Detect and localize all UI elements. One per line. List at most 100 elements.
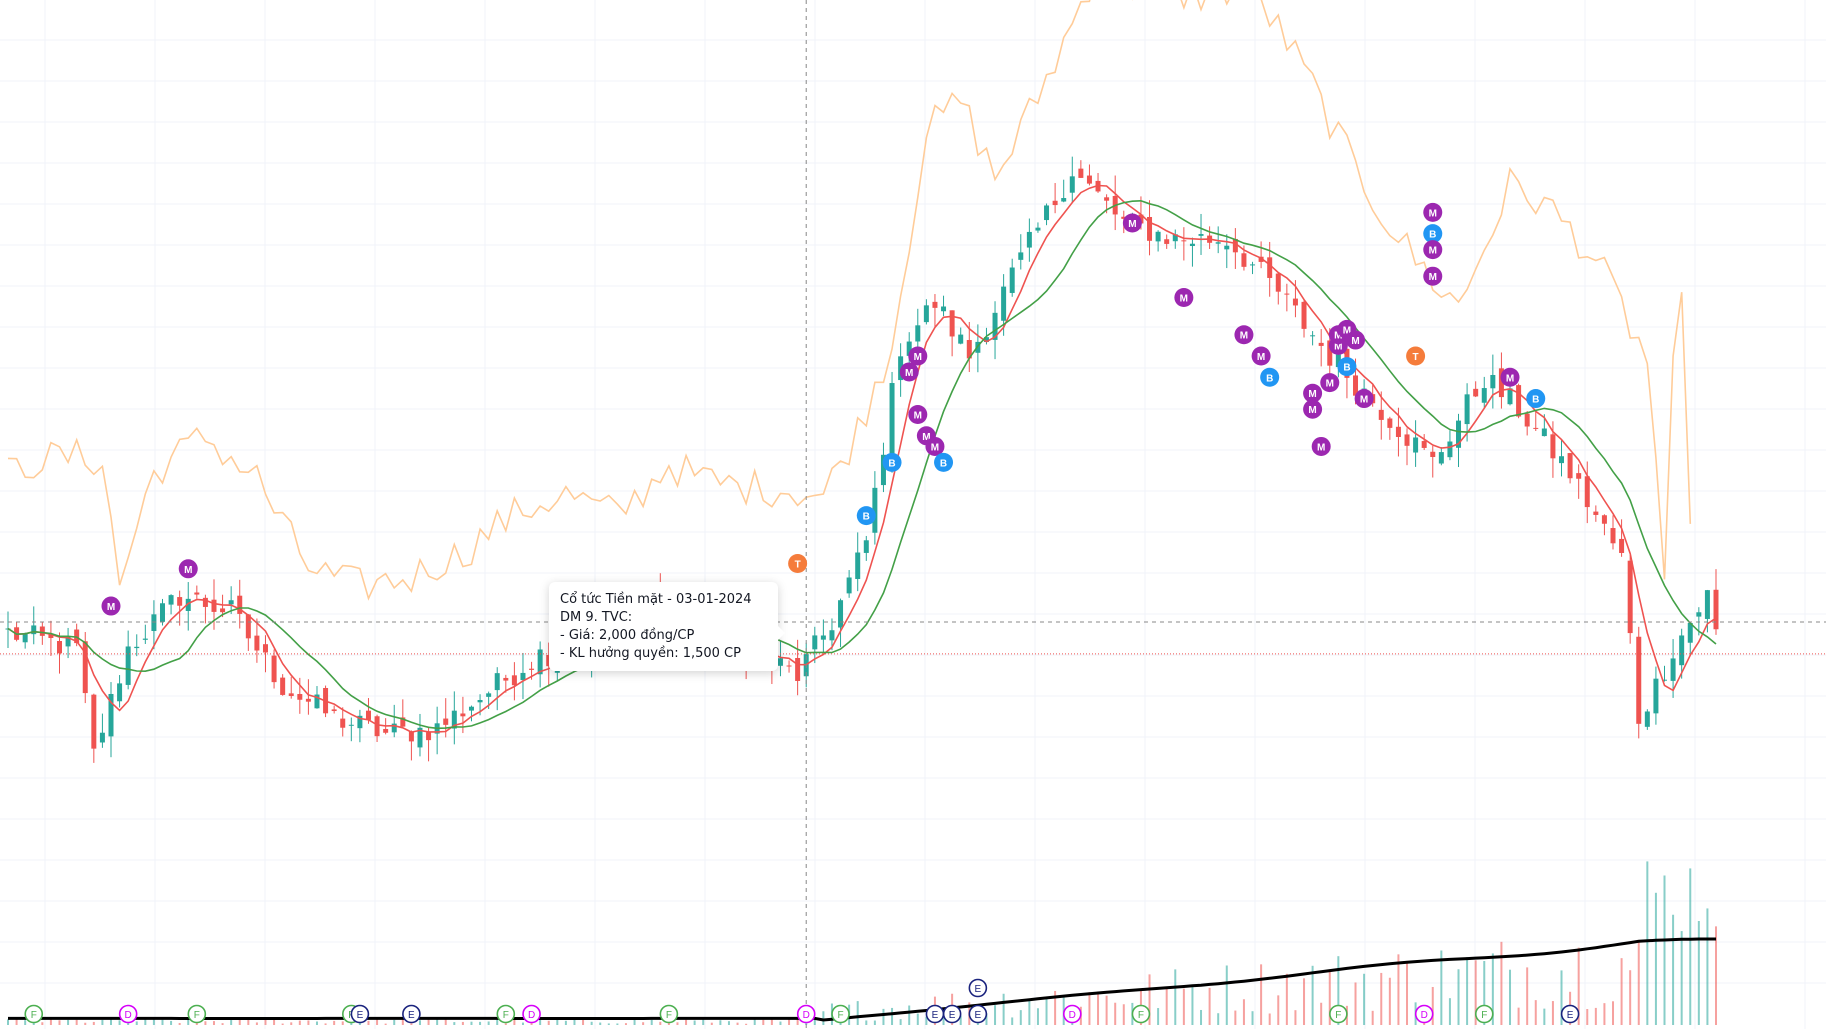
candle-body xyxy=(1121,216,1127,219)
candle-body xyxy=(408,731,414,742)
volume-bar xyxy=(238,1018,241,1025)
candle-body xyxy=(1181,240,1187,242)
candle-body xyxy=(297,693,303,700)
candle-body xyxy=(1250,264,1256,266)
volume-bar xyxy=(1097,991,1100,1025)
volume-bar xyxy=(470,1021,473,1025)
candle-body xyxy=(1430,451,1436,458)
marker-circle xyxy=(925,436,945,456)
candle-body xyxy=(1438,452,1444,464)
volume-bar xyxy=(212,1021,215,1025)
tooltip-line-3: - KL hưởng quyền: 1,500 CP xyxy=(560,646,741,661)
volume-bar xyxy=(607,1023,610,1025)
candle-body xyxy=(400,717,406,727)
volume-bar xyxy=(685,1019,688,1025)
volume-bar xyxy=(1577,947,1580,1025)
event-badge-D: D xyxy=(796,1004,816,1024)
candle-body xyxy=(262,644,268,653)
volume-bar xyxy=(15,1018,18,1025)
volume-bar xyxy=(856,1001,859,1025)
event-badge-E: E xyxy=(968,978,988,998)
marker-circle xyxy=(1303,383,1323,403)
signal-marker-M: M xyxy=(899,362,919,382)
volume-bar xyxy=(1114,1002,1117,1025)
marker-label: M xyxy=(1240,331,1248,342)
candle-body xyxy=(1713,589,1719,630)
candle-body xyxy=(1001,286,1007,321)
event-badge-E: E xyxy=(1560,1004,1580,1024)
volume-bar xyxy=(273,1019,276,1025)
event-label: F xyxy=(1481,1010,1487,1021)
signal-marker-T: T xyxy=(1406,346,1426,366)
marker-circle xyxy=(908,346,928,366)
candle-body xyxy=(1353,375,1359,396)
marker-circle xyxy=(1174,287,1194,307)
volume-bar xyxy=(1200,1009,1203,1025)
candle-body xyxy=(494,673,500,691)
volume-bar xyxy=(1148,974,1151,1025)
volume-bar xyxy=(487,1021,490,1025)
volume-bar xyxy=(813,1019,816,1025)
volume-bar xyxy=(367,1020,370,1025)
volume-bar xyxy=(1466,957,1469,1025)
volume-bar xyxy=(1620,958,1623,1025)
volume-bar xyxy=(401,1019,404,1025)
marker-circle xyxy=(1311,436,1331,456)
candle-body xyxy=(1224,245,1230,250)
candle-body xyxy=(520,672,526,681)
volume-bar xyxy=(1208,987,1211,1025)
candle-body xyxy=(108,693,114,737)
signal-marker-M: M xyxy=(1303,399,1323,419)
candle-body xyxy=(151,614,157,632)
signal-marker-M: M xyxy=(1320,373,1340,393)
volume-bar xyxy=(187,1018,190,1025)
candle-body xyxy=(889,383,895,456)
marker-circle xyxy=(1423,224,1443,244)
marker-label: M xyxy=(914,352,922,363)
marker-label: M xyxy=(1257,352,1265,363)
candle-body xyxy=(906,341,912,356)
event-circle xyxy=(118,1004,138,1024)
volume-bar xyxy=(659,1021,662,1025)
volume-bar xyxy=(899,1019,902,1025)
candle-body xyxy=(1541,428,1547,437)
candle-body xyxy=(1421,441,1427,448)
candle-body xyxy=(1378,409,1384,420)
volume-bar xyxy=(341,1021,344,1025)
event-badge-D: D xyxy=(1414,1004,1434,1024)
signal-marker-M: M xyxy=(908,405,928,425)
candle-body xyxy=(1104,197,1110,201)
volume-bar xyxy=(24,1020,27,1025)
candle-body xyxy=(65,636,71,647)
volume-bar xyxy=(1706,908,1709,1025)
marker-circle xyxy=(1423,266,1443,286)
volume-bar xyxy=(41,1022,44,1025)
volume-bars xyxy=(7,861,1717,1025)
signal-marker-M: M xyxy=(1234,325,1254,345)
candle-body xyxy=(1464,394,1470,425)
candle-body xyxy=(1078,168,1084,178)
candle-body xyxy=(1473,388,1479,397)
marker-label: M xyxy=(1128,219,1136,230)
signal-marker-M: M xyxy=(1423,240,1443,260)
candle-body xyxy=(923,305,929,323)
volume-bar xyxy=(719,1020,722,1025)
signal-marker-M: M xyxy=(908,346,928,366)
candle-body xyxy=(829,630,835,641)
event-label: F xyxy=(194,1010,200,1021)
event-label: D xyxy=(803,1010,810,1021)
volume-bar xyxy=(350,1021,353,1025)
marker-label: M xyxy=(1360,395,1368,406)
volume-bar xyxy=(1689,868,1692,1025)
candle-body xyxy=(1687,622,1693,643)
volume-bar xyxy=(170,1020,173,1025)
marker-circle xyxy=(1406,346,1426,366)
volume-bar xyxy=(702,1018,705,1025)
volume-bar xyxy=(788,1018,791,1025)
volume-bar xyxy=(547,1020,550,1025)
candle-body xyxy=(846,577,852,594)
volume-bar xyxy=(1517,1007,1520,1025)
volume-bar xyxy=(1534,1000,1537,1025)
